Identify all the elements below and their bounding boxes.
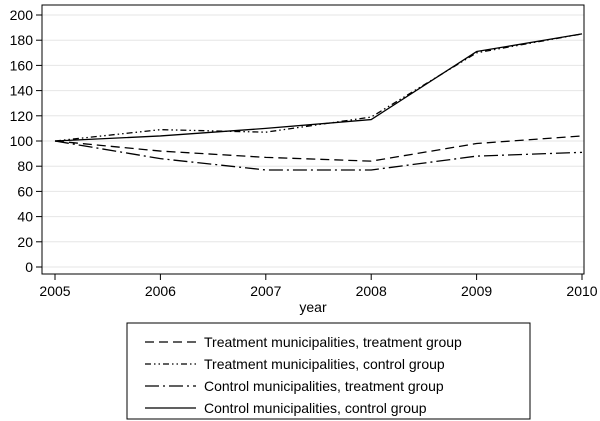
legend: Treatment municipalities, treatment grou… [126,322,531,420]
legend-box [126,322,531,420]
legend-label: Treatment municipalities, treatment grou… [204,334,462,350]
series-line-3 [54,140,583,171]
y-tick-label: 100 [10,133,34,149]
x-tick-label: 2007 [250,283,281,299]
gridlines [42,14,584,268]
y-tick-label: 160 [10,57,34,73]
legend-label: Control municipalities, control group [204,400,427,416]
y-tick-label: 60 [17,183,33,199]
y-tick-label: 0 [25,259,33,275]
y-tick-label: 200 [10,7,34,23]
y-tick-label: 180 [10,32,34,48]
y-tick-label: 20 [17,234,33,250]
x-tick-label: 2008 [356,283,387,299]
x-tick-label: 2005 [39,283,70,299]
x-axis-label: year [299,299,327,315]
legend-label: Treatment municipalities, control group [204,356,445,372]
series-line-2 [54,33,583,142]
y-tick-label: 40 [17,209,33,225]
series-lines [54,33,583,171]
x-tick-label: 2010 [566,283,597,299]
y-tick-label: 80 [17,158,33,174]
y-axis: 0 20 40 60 80 100 120 140 160 180 200 [10,7,42,275]
x-tick-label: 2006 [145,283,176,299]
y-tick-label: 120 [10,108,34,124]
x-axis: 2005 2006 2007 2008 2009 2010 [39,274,598,299]
x-tick-label: 2009 [461,283,492,299]
legend-label: Control municipalities, treatment group [204,378,444,394]
series-line-1 [54,135,583,162]
plot-frame [41,4,585,275]
y-tick-label: 140 [10,83,34,99]
series-line-4 [54,33,583,142]
